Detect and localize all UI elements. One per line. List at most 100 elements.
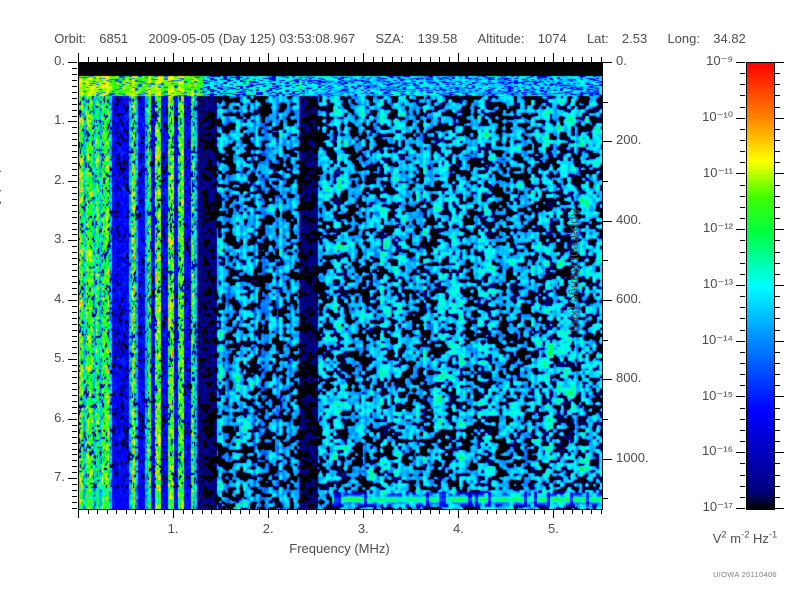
y-tick-left <box>72 246 77 247</box>
x-tick-top <box>145 57 146 62</box>
x-tick-top <box>553 53 554 62</box>
y-tick-right <box>603 221 612 222</box>
x-tick-top <box>420 57 421 62</box>
colorbar-tick-left <box>740 73 745 74</box>
x-tick-bottom <box>515 509 516 514</box>
colorbar-tick-left <box>740 151 745 152</box>
colorbar-tick-left <box>740 296 745 297</box>
x-tick-top <box>344 57 345 62</box>
y-tick-right <box>603 459 612 460</box>
x-tick-top <box>211 57 212 62</box>
x-tick-top <box>468 57 469 62</box>
x-tick-bottom <box>487 509 488 514</box>
x-tick-bottom <box>582 509 583 514</box>
sza-value: 139.58 <box>417 31 458 46</box>
x-tick-bottom <box>116 509 117 514</box>
x-tick-bottom <box>382 509 383 514</box>
y-tick-left <box>72 252 77 253</box>
x-tick-bottom <box>88 509 89 514</box>
y-tick-right <box>603 379 612 380</box>
y-tick-label-left: 0. <box>54 53 65 68</box>
x-tick-bottom <box>534 509 535 514</box>
y-tick-left <box>72 443 77 444</box>
x-tick-top <box>316 57 317 62</box>
colorbar-tick-right <box>775 363 780 364</box>
y-tick-left <box>72 217 77 218</box>
y-tick-left <box>72 205 77 206</box>
x-tick-bottom <box>192 509 193 514</box>
credit-text: UIOWA 20110406 <box>713 570 777 579</box>
colorbar-tick-right <box>775 385 780 386</box>
y-tick-left <box>72 169 77 170</box>
x-tick-top <box>373 57 374 62</box>
x-tick-top <box>449 57 450 62</box>
x-tick-top <box>506 57 507 62</box>
y-tick-left <box>72 324 77 325</box>
x-tick-top <box>240 57 241 62</box>
colorbar-tick-left <box>736 62 745 63</box>
x-tick-bottom <box>126 509 127 514</box>
colorbar-tick-right <box>775 218 780 219</box>
x-tick-label: 3. <box>357 521 369 536</box>
colorbar-tick-left <box>740 385 745 386</box>
y-tick-right <box>603 498 608 499</box>
y-tick-right <box>603 102 608 103</box>
y-tick-left <box>72 312 77 313</box>
y-tick-left <box>72 472 77 473</box>
x-tick-top <box>591 57 592 62</box>
x-tick-top <box>563 57 564 62</box>
y-tick-left <box>72 187 77 188</box>
colorbar-tick-right <box>775 252 780 253</box>
colorbar-tick-right <box>775 229 784 230</box>
x-tick-bottom <box>344 509 345 514</box>
colorbar-tick-left <box>740 263 745 264</box>
x-tick-top <box>430 57 431 62</box>
y-tick-left <box>72 229 77 230</box>
y-tick-left <box>72 282 77 283</box>
colorbar-tick-left <box>740 129 745 130</box>
colorbar-tick-left <box>740 497 745 498</box>
x-tick-bottom <box>287 509 288 514</box>
colorbar-tick-left <box>740 274 745 275</box>
x-tick-bottom <box>325 509 326 514</box>
y-tick-left <box>68 478 77 479</box>
colorbar-tick-right <box>775 62 784 63</box>
x-tick-bottom <box>249 509 250 514</box>
y-tick-left <box>72 389 77 390</box>
colorbar-tick-left <box>740 352 745 353</box>
spectrogram-canvas <box>79 63 602 509</box>
y-tick-label-left: 6. <box>54 409 65 425</box>
y-tick-label-left: 1. <box>54 112 65 128</box>
colorbar-tick-left <box>740 240 745 241</box>
colorbar-tick-left <box>740 430 745 431</box>
metadata-header: Orbit: 6851 2009-05-05 (Day 125) 03:53:0… <box>0 31 800 46</box>
y-tick-label-left: 2. <box>54 171 65 187</box>
altitude-label: Altitude: <box>477 31 525 46</box>
y-tick-label-right: 1000. <box>616 449 649 465</box>
y-tick-left <box>72 199 77 200</box>
colorbar-tick-label: 10⁻¹² <box>703 220 733 236</box>
x-tick-top <box>354 57 355 62</box>
y-tick-left <box>72 98 77 99</box>
colorbar-tick-right <box>775 408 780 409</box>
colorbar-tick-left <box>740 419 745 420</box>
x-tick-top <box>278 57 279 62</box>
latitude-value: 2.53 <box>621 31 648 46</box>
colorbar-tick-right <box>775 441 780 442</box>
y-tick-left <box>72 211 77 212</box>
colorbar-tick-left <box>736 229 745 230</box>
x-tick-bottom <box>572 509 573 514</box>
y-tick-right <box>603 300 612 301</box>
colorbar-tick-left <box>740 463 745 464</box>
y-tick-left <box>72 264 77 265</box>
y-tick-left <box>72 508 77 509</box>
colorbar-tick-label: 10⁻¹⁰ <box>702 108 733 124</box>
x-tick-bottom <box>154 509 155 514</box>
colorbar-tick-right <box>775 508 784 509</box>
colorbar-tick-left <box>740 408 745 409</box>
colorbar-tick-right <box>775 73 780 74</box>
y-axis-title-right: Apparent Range (km) <box>568 207 583 333</box>
x-tick-label: 2. <box>262 521 274 536</box>
x-tick-top <box>268 53 269 62</box>
y-tick-left <box>72 365 77 366</box>
